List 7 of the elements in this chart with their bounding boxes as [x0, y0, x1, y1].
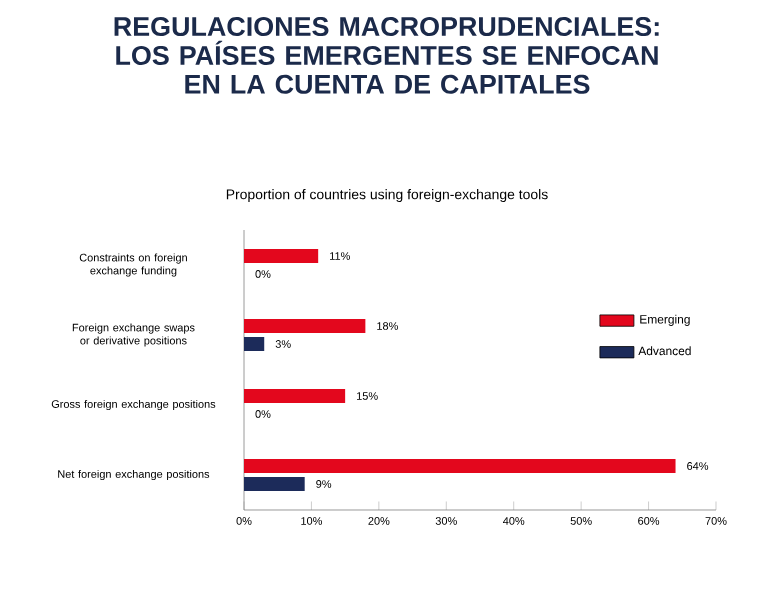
- bar: [244, 319, 366, 334]
- bar: [244, 477, 305, 491]
- bar: [244, 337, 265, 352]
- bar: [244, 249, 319, 264]
- bar: [244, 389, 346, 403]
- bar: [244, 459, 676, 473]
- chart-title: REGULACIONES MACROPRUDENCIALES: LOS PAÍSES EMERGENTES SE ENFOCAN EN LA CUENTA DE CAPITALES: [114, 17, 659, 94]
